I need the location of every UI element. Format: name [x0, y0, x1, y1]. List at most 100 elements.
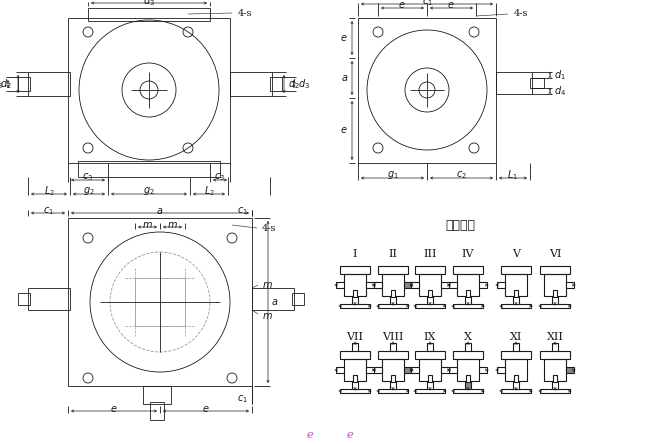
Bar	[378, 304, 408, 308]
Bar	[230, 72, 272, 96]
Text: $c_3$: $c_3$	[83, 171, 94, 183]
Bar	[404, 282, 412, 288]
Bar	[415, 351, 445, 359]
Text: $c_1$: $c_1$	[42, 205, 53, 217]
Text: IX: IX	[424, 332, 436, 342]
Text: $m$: $m$	[262, 280, 273, 290]
Text: $L_1$: $L_1$	[508, 168, 519, 182]
Text: $e$: $e$	[202, 404, 210, 414]
Bar	[378, 351, 408, 359]
Text: $a$: $a$	[341, 73, 348, 83]
Bar	[453, 266, 483, 274]
Text: $a$: $a$	[157, 206, 164, 216]
Bar	[479, 367, 487, 373]
Bar	[566, 282, 574, 288]
Bar	[68, 18, 230, 163]
Bar	[378, 266, 408, 274]
Bar	[352, 343, 358, 351]
Bar	[513, 296, 519, 304]
Bar	[415, 266, 445, 274]
Text: VIII: VIII	[382, 332, 404, 342]
Bar	[465, 296, 471, 304]
Bar	[501, 351, 531, 359]
Text: XII: XII	[547, 332, 564, 342]
Bar	[453, 304, 483, 308]
Bar	[540, 266, 570, 274]
Text: $c_3$: $c_3$	[214, 171, 226, 183]
Bar	[411, 367, 419, 373]
Text: $c_2$: $c_2$	[456, 169, 467, 181]
Bar	[553, 290, 557, 297]
Text: $e$: $e$	[398, 0, 406, 10]
Bar	[18, 77, 30, 91]
Bar	[143, 386, 171, 404]
Text: e: e	[307, 430, 313, 440]
Bar	[415, 389, 445, 393]
Text: $g_2$: $g_2$	[83, 185, 95, 197]
Text: $d_1$: $d_1$	[554, 68, 566, 82]
Text: VII: VII	[346, 332, 363, 342]
Bar	[150, 402, 164, 420]
Text: $d_2$: $d_2$	[0, 77, 12, 91]
Bar	[453, 389, 483, 393]
Bar	[366, 367, 374, 373]
Text: $g_1$: $g_1$	[387, 169, 399, 181]
Bar	[449, 282, 457, 288]
Bar	[344, 274, 366, 296]
Bar	[553, 375, 557, 382]
Bar	[465, 343, 471, 351]
Bar	[382, 359, 404, 381]
Bar	[88, 8, 210, 21]
Text: X: X	[464, 332, 472, 342]
Bar	[415, 304, 445, 308]
Text: 4-s: 4-s	[262, 223, 276, 233]
Bar	[427, 343, 433, 351]
Bar	[514, 375, 518, 382]
Bar	[419, 274, 441, 296]
Text: VI: VI	[549, 249, 561, 259]
Text: $L_2$: $L_2$	[44, 184, 55, 198]
Text: $m$: $m$	[142, 220, 152, 230]
Bar	[292, 293, 304, 305]
Bar	[28, 72, 70, 96]
Bar	[378, 389, 408, 393]
Bar	[552, 296, 558, 304]
Bar	[540, 351, 570, 359]
Bar	[457, 359, 479, 381]
Bar	[441, 282, 449, 288]
Bar	[336, 282, 344, 288]
Bar	[252, 288, 294, 310]
Text: I: I	[353, 249, 358, 259]
Bar	[391, 290, 395, 297]
Text: $c_1$: $c_1$	[421, 0, 432, 8]
Bar	[382, 274, 404, 296]
Bar	[353, 290, 357, 297]
Bar	[374, 282, 382, 288]
Bar	[530, 78, 544, 88]
Bar	[404, 367, 412, 373]
Bar	[340, 266, 370, 274]
Bar	[513, 381, 519, 389]
Bar	[411, 282, 419, 288]
Bar	[390, 381, 396, 389]
Bar	[340, 304, 370, 308]
Bar	[496, 72, 532, 94]
Text: $e$: $e$	[341, 33, 348, 43]
Bar	[465, 381, 471, 389]
Text: 4-s: 4-s	[514, 9, 528, 19]
Bar	[270, 77, 282, 91]
Bar	[353, 375, 357, 382]
Bar	[514, 290, 518, 297]
Text: $c_1$: $c_1$	[237, 393, 248, 405]
Text: V: V	[512, 249, 520, 259]
Text: $m$: $m$	[166, 220, 177, 230]
Bar	[78, 161, 220, 177]
Text: $e$: $e$	[341, 125, 348, 135]
Text: $d_3$: $d_3$	[298, 77, 310, 91]
Bar	[427, 381, 433, 389]
Bar	[336, 367, 344, 373]
Bar	[501, 304, 531, 308]
Bar	[552, 381, 558, 389]
Bar	[540, 389, 570, 393]
Bar	[505, 274, 527, 296]
